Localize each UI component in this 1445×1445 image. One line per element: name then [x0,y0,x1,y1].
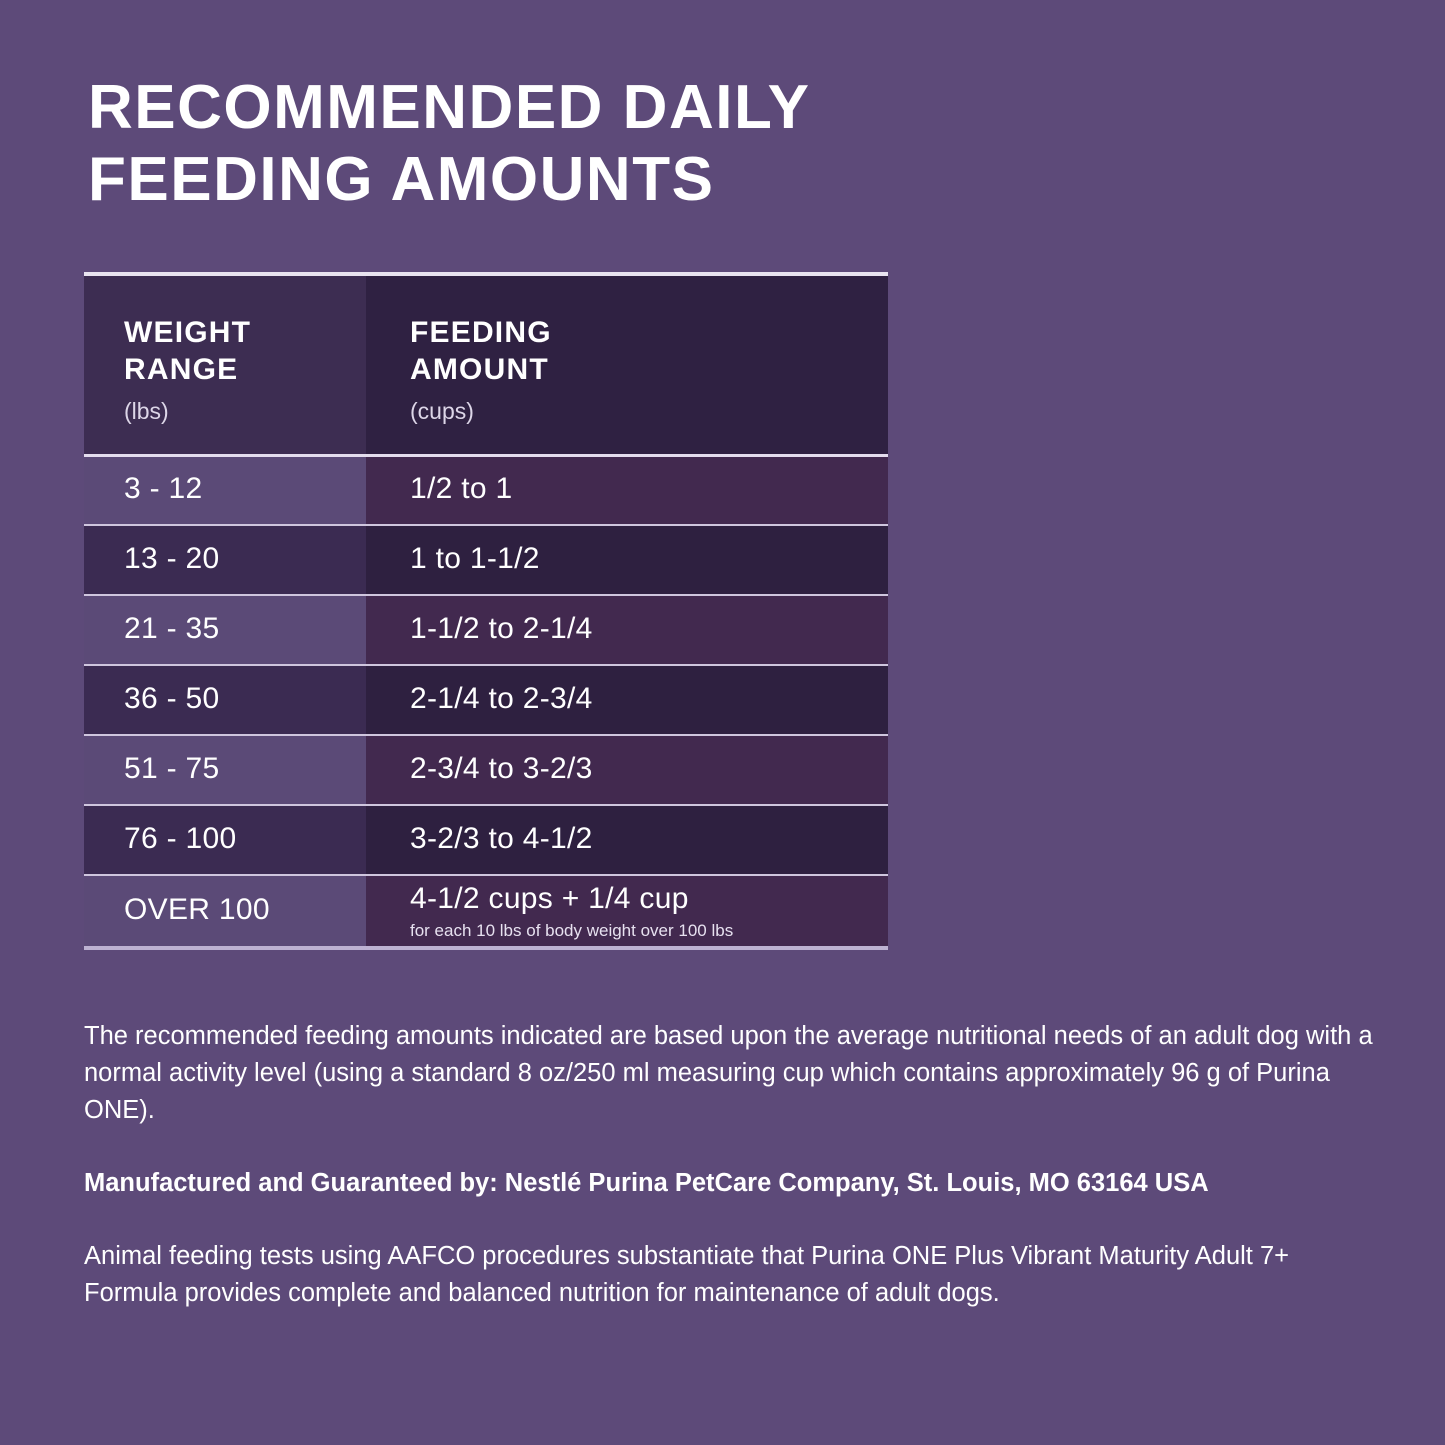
cell-weight-range: OVER 100 [84,874,366,946]
cell-feeding-amount: 1/2 to 1 [366,454,888,524]
weight-range-value: 36 - 50 [124,682,220,715]
feeding-amount-note: for each 10 lbs of body weight over 100 … [410,920,734,940]
footnote-feeding-basis: The recommended feeding amounts indicate… [84,1022,1373,1124]
cell-feeding-amount: 1 to 1-1/2 [366,524,888,594]
table-row: OVER 100 4-1/2 cups + 1/4 cup for each 1… [84,874,888,946]
table-row: 21 - 35 1-1/2 to 2-1/4 [84,594,888,664]
cell-feeding-amount: 2-1/4 to 2-3/4 [366,664,888,734]
feeding-amount-value: 2-3/4 to 3-2/3 [410,752,593,785]
feeding-amount-value: 1/2 to 1 [410,472,513,505]
feeding-amounts-table: WEIGHT RANGE (lbs) FEEDING AMOUNT (cups)… [84,272,888,950]
header-cell-weight-range: WEIGHT RANGE (lbs) [84,276,366,454]
table-header-row: WEIGHT RANGE (lbs) FEEDING AMOUNT (cups) [84,276,888,454]
cell-feeding-amount: 2-3/4 to 3-2/3 [366,734,888,804]
feeding-amount-value: 1 to 1-1/2 [410,542,540,575]
feeding-amount-value: 4-1/2 cups + 1/4 cup [410,881,689,915]
header-feeding-amount-unit: (cups) [410,398,474,425]
header-feeding-amount-line-2: AMOUNT [410,352,549,386]
feeding-amount-value: 2-1/4 to 2-3/4 [410,682,593,715]
header-weight-range-unit: (lbs) [124,398,169,425]
table-row: 3 - 12 1/2 to 1 [84,454,888,524]
footnote-manufacturer: Manufactured and Guaranteed by: Nestlé P… [84,1168,1209,1197]
table-row: 76 - 100 3-2/3 to 4-1/2 [84,804,888,874]
weight-range-value: 21 - 35 [124,612,220,645]
feeding-amount-value: 1-1/2 to 2-1/4 [410,612,593,645]
cell-feeding-amount: 1-1/2 to 2-1/4 [366,594,888,664]
cell-weight-range: 21 - 35 [84,594,366,664]
header-cell-feeding-amount: FEEDING AMOUNT (cups) [366,276,888,454]
feeding-amount-value: 3-2/3 to 4-1/2 [410,822,593,855]
cell-weight-range: 36 - 50 [84,664,366,734]
header-feeding-amount-label: FEEDING AMOUNT [410,315,888,388]
cell-feeding-amount: 3-2/3 to 4-1/2 [366,804,888,874]
table-row: 36 - 50 2-1/4 to 2-3/4 [84,664,888,734]
page-title-line-1: RECOMMENDED DAILY [88,73,811,142]
header-feeding-amount-line-1: FEEDING [410,315,552,349]
footnotes: The recommended feeding amounts indicate… [84,1018,1374,1312]
cell-feeding-amount: 4-1/2 cups + 1/4 cup for each 10 lbs of … [366,874,888,946]
page-title-line-2: FEEDING AMOUNTS [88,144,715,214]
table-row: 51 - 75 2-3/4 to 3-2/3 [84,734,888,804]
header-weight-range-line-1: WEIGHT [124,315,252,349]
page-title: RECOMMENDED DAILY FEEDING AMOUNTS [88,72,1088,216]
weight-range-value: OVER 100 [124,893,270,926]
cell-weight-range: 3 - 12 [84,454,366,524]
weight-range-value: 3 - 12 [124,472,203,505]
footnote-aafco-statement: Animal feeding tests using AAFCO procedu… [84,1241,1290,1307]
weight-range-value: 51 - 75 [124,752,220,785]
weight-range-value: 76 - 100 [124,822,237,855]
cell-weight-range: 13 - 20 [84,524,366,594]
table-row: 13 - 20 1 to 1-1/2 [84,524,888,594]
cell-weight-range: 51 - 75 [84,734,366,804]
weight-range-value: 13 - 20 [124,542,220,575]
header-weight-range-label: WEIGHT RANGE [124,315,366,388]
cell-weight-range: 76 - 100 [84,804,366,874]
header-weight-range-line-2: RANGE [124,352,239,386]
